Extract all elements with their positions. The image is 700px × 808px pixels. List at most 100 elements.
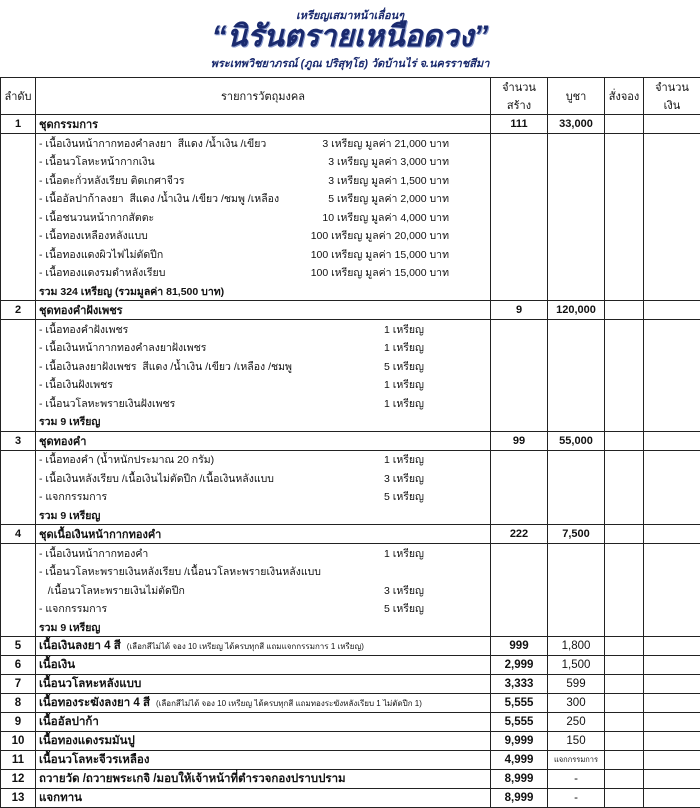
- item-name: - เนื้ออัลปาก้าลงยา สีแดง /น้ำเงิน /เขีย…: [39, 190, 299, 207]
- price: 33,000: [548, 115, 605, 134]
- item-row: 5 เนื้อเงินลงยา 4 สี(เลือกสีไม่ได้ จอง 1…: [1, 637, 700, 656]
- order-cell[interactable]: [605, 301, 644, 320]
- built-count: 3,333: [491, 675, 548, 694]
- row-number: 10: [1, 732, 36, 751]
- item-qty: 1 เหรียญ: [339, 451, 424, 468]
- built-count: 5,555: [491, 694, 548, 713]
- row-number: 11: [1, 751, 36, 770]
- amount-cell[interactable]: [644, 450, 700, 525]
- item-qty: 3 เหรียญ: [339, 582, 424, 599]
- item-qty: 1 เหรียญ: [339, 339, 424, 356]
- order-cell[interactable]: [605, 115, 644, 134]
- amount-cell[interactable]: [644, 320, 700, 432]
- amount-cell[interactable]: [644, 732, 700, 751]
- price: 150: [548, 732, 605, 751]
- order-cell[interactable]: [605, 675, 644, 694]
- item-qty: 3 เหรียญ มูลค่า 3,000 บาท: [299, 153, 449, 170]
- order-cell[interactable]: [605, 656, 644, 675]
- item-name: - เนื้อเงินลงยาฝังเพชร สีแดง /น้ำเงิน /เ…: [39, 358, 339, 375]
- header-col-amount: จำนวนเงิน: [644, 78, 700, 115]
- amount-cell[interactable]: [644, 694, 700, 713]
- row-number: 8: [1, 694, 36, 713]
- document-header: เหรียญเสมาหน้าเลื่อนๆ “นิรันตรายเหนือดวง…: [0, 0, 700, 77]
- amount-cell[interactable]: [644, 544, 700, 637]
- price: 1,500: [548, 656, 605, 675]
- order-cell[interactable]: [605, 134, 644, 301]
- title: “นิรันตรายเหนือดวง”: [0, 20, 700, 54]
- amount-cell[interactable]: [644, 713, 700, 732]
- item-name: เนื้อทองระฆังลงยา 4 สี: [39, 697, 150, 709]
- set-item: - เนื้อนวโลหะพรายเงินหลังเรียบ /เนื้อนวโ…: [39, 563, 487, 582]
- built-count: 9,999: [491, 732, 548, 751]
- order-cell[interactable]: [605, 713, 644, 732]
- amount-cell[interactable]: [644, 770, 700, 789]
- header-col-built: จำนวนสร้าง: [491, 78, 548, 115]
- item-note: (เลือกสีไม่ได้ จอง 10 เหรียญ ได้ครบทุกสี…: [156, 699, 422, 708]
- amount-cell[interactable]: [644, 789, 700, 808]
- built-count: 8,999: [491, 789, 548, 808]
- order-cell[interactable]: [605, 525, 644, 544]
- amount-cell[interactable]: [644, 675, 700, 694]
- order-cell[interactable]: [605, 770, 644, 789]
- amount-cell[interactable]: [644, 115, 700, 134]
- set-item: - เนื้ออัลปาก้าลงยา สีแดง /น้ำเงิน /เขีย…: [39, 190, 487, 209]
- row-number: 12: [1, 770, 36, 789]
- amount-cell[interactable]: [644, 301, 700, 320]
- row-number: 2: [1, 301, 36, 320]
- order-cell[interactable]: [605, 637, 644, 656]
- item-qty: 1 เหรียญ: [339, 321, 424, 338]
- amount-cell[interactable]: [644, 656, 700, 675]
- set-row: 3 ชุดทองคำ 99 55,000: [1, 431, 700, 450]
- amount-cell[interactable]: [644, 431, 700, 450]
- set-row: 4 ชุดเนื้อเงินหน้ากากทองคำ 222 7,500: [1, 525, 700, 544]
- row-number: 6: [1, 656, 36, 675]
- order-cell[interactable]: [605, 694, 644, 713]
- item-name: - เนื้อทองแดงรมดำหลังเรียบ: [39, 264, 299, 281]
- order-cell[interactable]: [605, 450, 644, 525]
- item-row: 7 เนื้อนวโลหะหลังแบบ 3,333 599: [1, 675, 700, 694]
- item-qty: 5 เหรียญ: [339, 358, 424, 375]
- header-col-price: บูชา: [548, 78, 605, 115]
- item-name: เนื้อทองแดงรมมันปู: [39, 735, 135, 747]
- subtitle: เหรียญเสมาหน้าเลื่อนๆ: [0, 0, 700, 20]
- order-cell[interactable]: [605, 544, 644, 637]
- item-row: 9 เนื้ออัลปาก้า 5,555 250: [1, 713, 700, 732]
- row-number: 9: [1, 713, 36, 732]
- built-count: 2,999: [491, 656, 548, 675]
- amount-cell[interactable]: [644, 751, 700, 770]
- item-name: เนื้ออัลปาก้า: [39, 716, 99, 728]
- item-qty: 100 เหรียญ มูลค่า 20,000 บาท: [299, 227, 449, 244]
- set-item: - เนื้อเงินหน้ากากทองคำลงยา สีแดง /น้ำเง…: [39, 134, 487, 153]
- header-col-no: ลำดับ: [1, 78, 36, 115]
- price: -: [548, 789, 605, 808]
- item-qty: 1 เหรียญ: [339, 376, 424, 393]
- item-name: - แจกกรรมการ: [39, 600, 339, 617]
- order-cell[interactable]: [605, 431, 644, 450]
- monk-temple-line: พระเทพวิชยาภรณ์ (ภูณ ปริสุทฺโธ) วัดบ้านไ…: [0, 54, 700, 72]
- item-name: - แจกกรรมการ: [39, 488, 339, 505]
- item-qty: 3 เหรียญ มูลค่า 1,500 บาท: [299, 172, 449, 189]
- item-qty: 1 เหรียญ: [339, 545, 424, 562]
- order-cell[interactable]: [605, 732, 644, 751]
- amount-cell[interactable]: [644, 525, 700, 544]
- item-name: - เนื้อทองคำฝังเพชร: [39, 321, 339, 338]
- order-cell[interactable]: [605, 789, 644, 808]
- item-qty: 5 เหรียญ: [339, 600, 424, 617]
- item-row: 8 เนื้อทองระฆังลงยา 4 สี (เลือกสีไม่ได้ จ…: [1, 694, 700, 713]
- amount-cell[interactable]: [644, 637, 700, 656]
- item-row: 13 แจกทาน 8,999 -: [1, 789, 700, 808]
- order-cell[interactable]: [605, 751, 644, 770]
- built-count: 222: [491, 525, 548, 544]
- order-cell[interactable]: [605, 320, 644, 432]
- amount-cell[interactable]: [644, 134, 700, 301]
- row-number: 1: [1, 115, 36, 134]
